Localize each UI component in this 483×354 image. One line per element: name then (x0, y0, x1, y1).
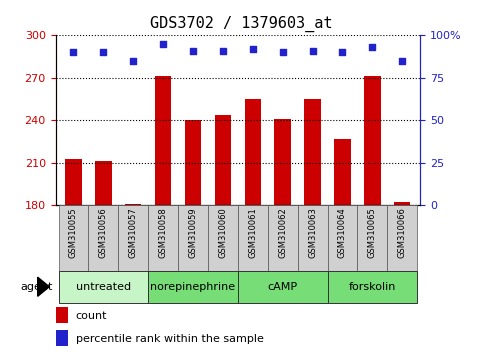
Bar (148, 205, 178, 271)
Text: GSM310062: GSM310062 (278, 207, 287, 258)
Bar (148, 271, 238, 303)
Text: count: count (76, 310, 107, 321)
Bar (298, 205, 327, 271)
Point (159, 41, 167, 47)
Text: GSM310055: GSM310055 (69, 207, 78, 258)
Text: GSM310061: GSM310061 (248, 207, 257, 258)
Bar (238, 205, 268, 271)
Point (189, 48, 197, 53)
Bar (327, 271, 417, 303)
Bar (215, 115, 231, 205)
Bar (95, 161, 112, 205)
Point (249, 46, 256, 52)
Point (129, 58, 137, 64)
Point (279, 50, 286, 55)
Point (99, 50, 107, 55)
Bar (244, 99, 261, 205)
Polygon shape (38, 277, 49, 296)
Text: GSM310064: GSM310064 (338, 207, 347, 258)
Bar (65, 159, 82, 205)
Bar (394, 202, 411, 205)
Bar (56, 307, 68, 324)
Text: GSM310060: GSM310060 (218, 207, 227, 258)
Bar (125, 204, 142, 205)
Bar (185, 120, 201, 205)
Bar (56, 330, 68, 346)
Point (219, 48, 227, 53)
Bar (274, 119, 291, 205)
Point (369, 45, 376, 50)
Text: GSM310066: GSM310066 (398, 207, 407, 258)
Text: GSM310057: GSM310057 (129, 207, 138, 258)
Text: GSM310065: GSM310065 (368, 207, 377, 258)
Point (309, 48, 316, 53)
Text: GDS3702 / 1379603_at: GDS3702 / 1379603_at (150, 16, 333, 32)
Text: untreated: untreated (76, 282, 131, 292)
Bar (58, 205, 88, 271)
Point (398, 58, 406, 64)
Bar (327, 205, 357, 271)
Text: GSM310056: GSM310056 (99, 207, 108, 258)
Bar (155, 76, 171, 205)
Text: GSM310059: GSM310059 (188, 207, 198, 258)
Bar (304, 99, 321, 205)
Bar (58, 271, 148, 303)
Bar (334, 139, 351, 205)
Text: cAMP: cAMP (268, 282, 298, 292)
Bar (387, 205, 417, 271)
Text: GSM310058: GSM310058 (158, 207, 168, 258)
Text: agent: agent (21, 282, 53, 292)
Bar (118, 205, 148, 271)
Text: GSM310063: GSM310063 (308, 207, 317, 258)
Bar (88, 205, 118, 271)
Text: forskolin: forskolin (349, 282, 396, 292)
Point (70, 50, 77, 55)
Bar (178, 205, 208, 271)
Bar (357, 205, 387, 271)
Text: percentile rank within the sample: percentile rank within the sample (76, 333, 264, 344)
Bar (268, 205, 298, 271)
Bar (208, 205, 238, 271)
Bar (238, 271, 327, 303)
Point (339, 50, 346, 55)
Text: norepinephrine: norepinephrine (151, 282, 236, 292)
Bar (364, 76, 381, 205)
